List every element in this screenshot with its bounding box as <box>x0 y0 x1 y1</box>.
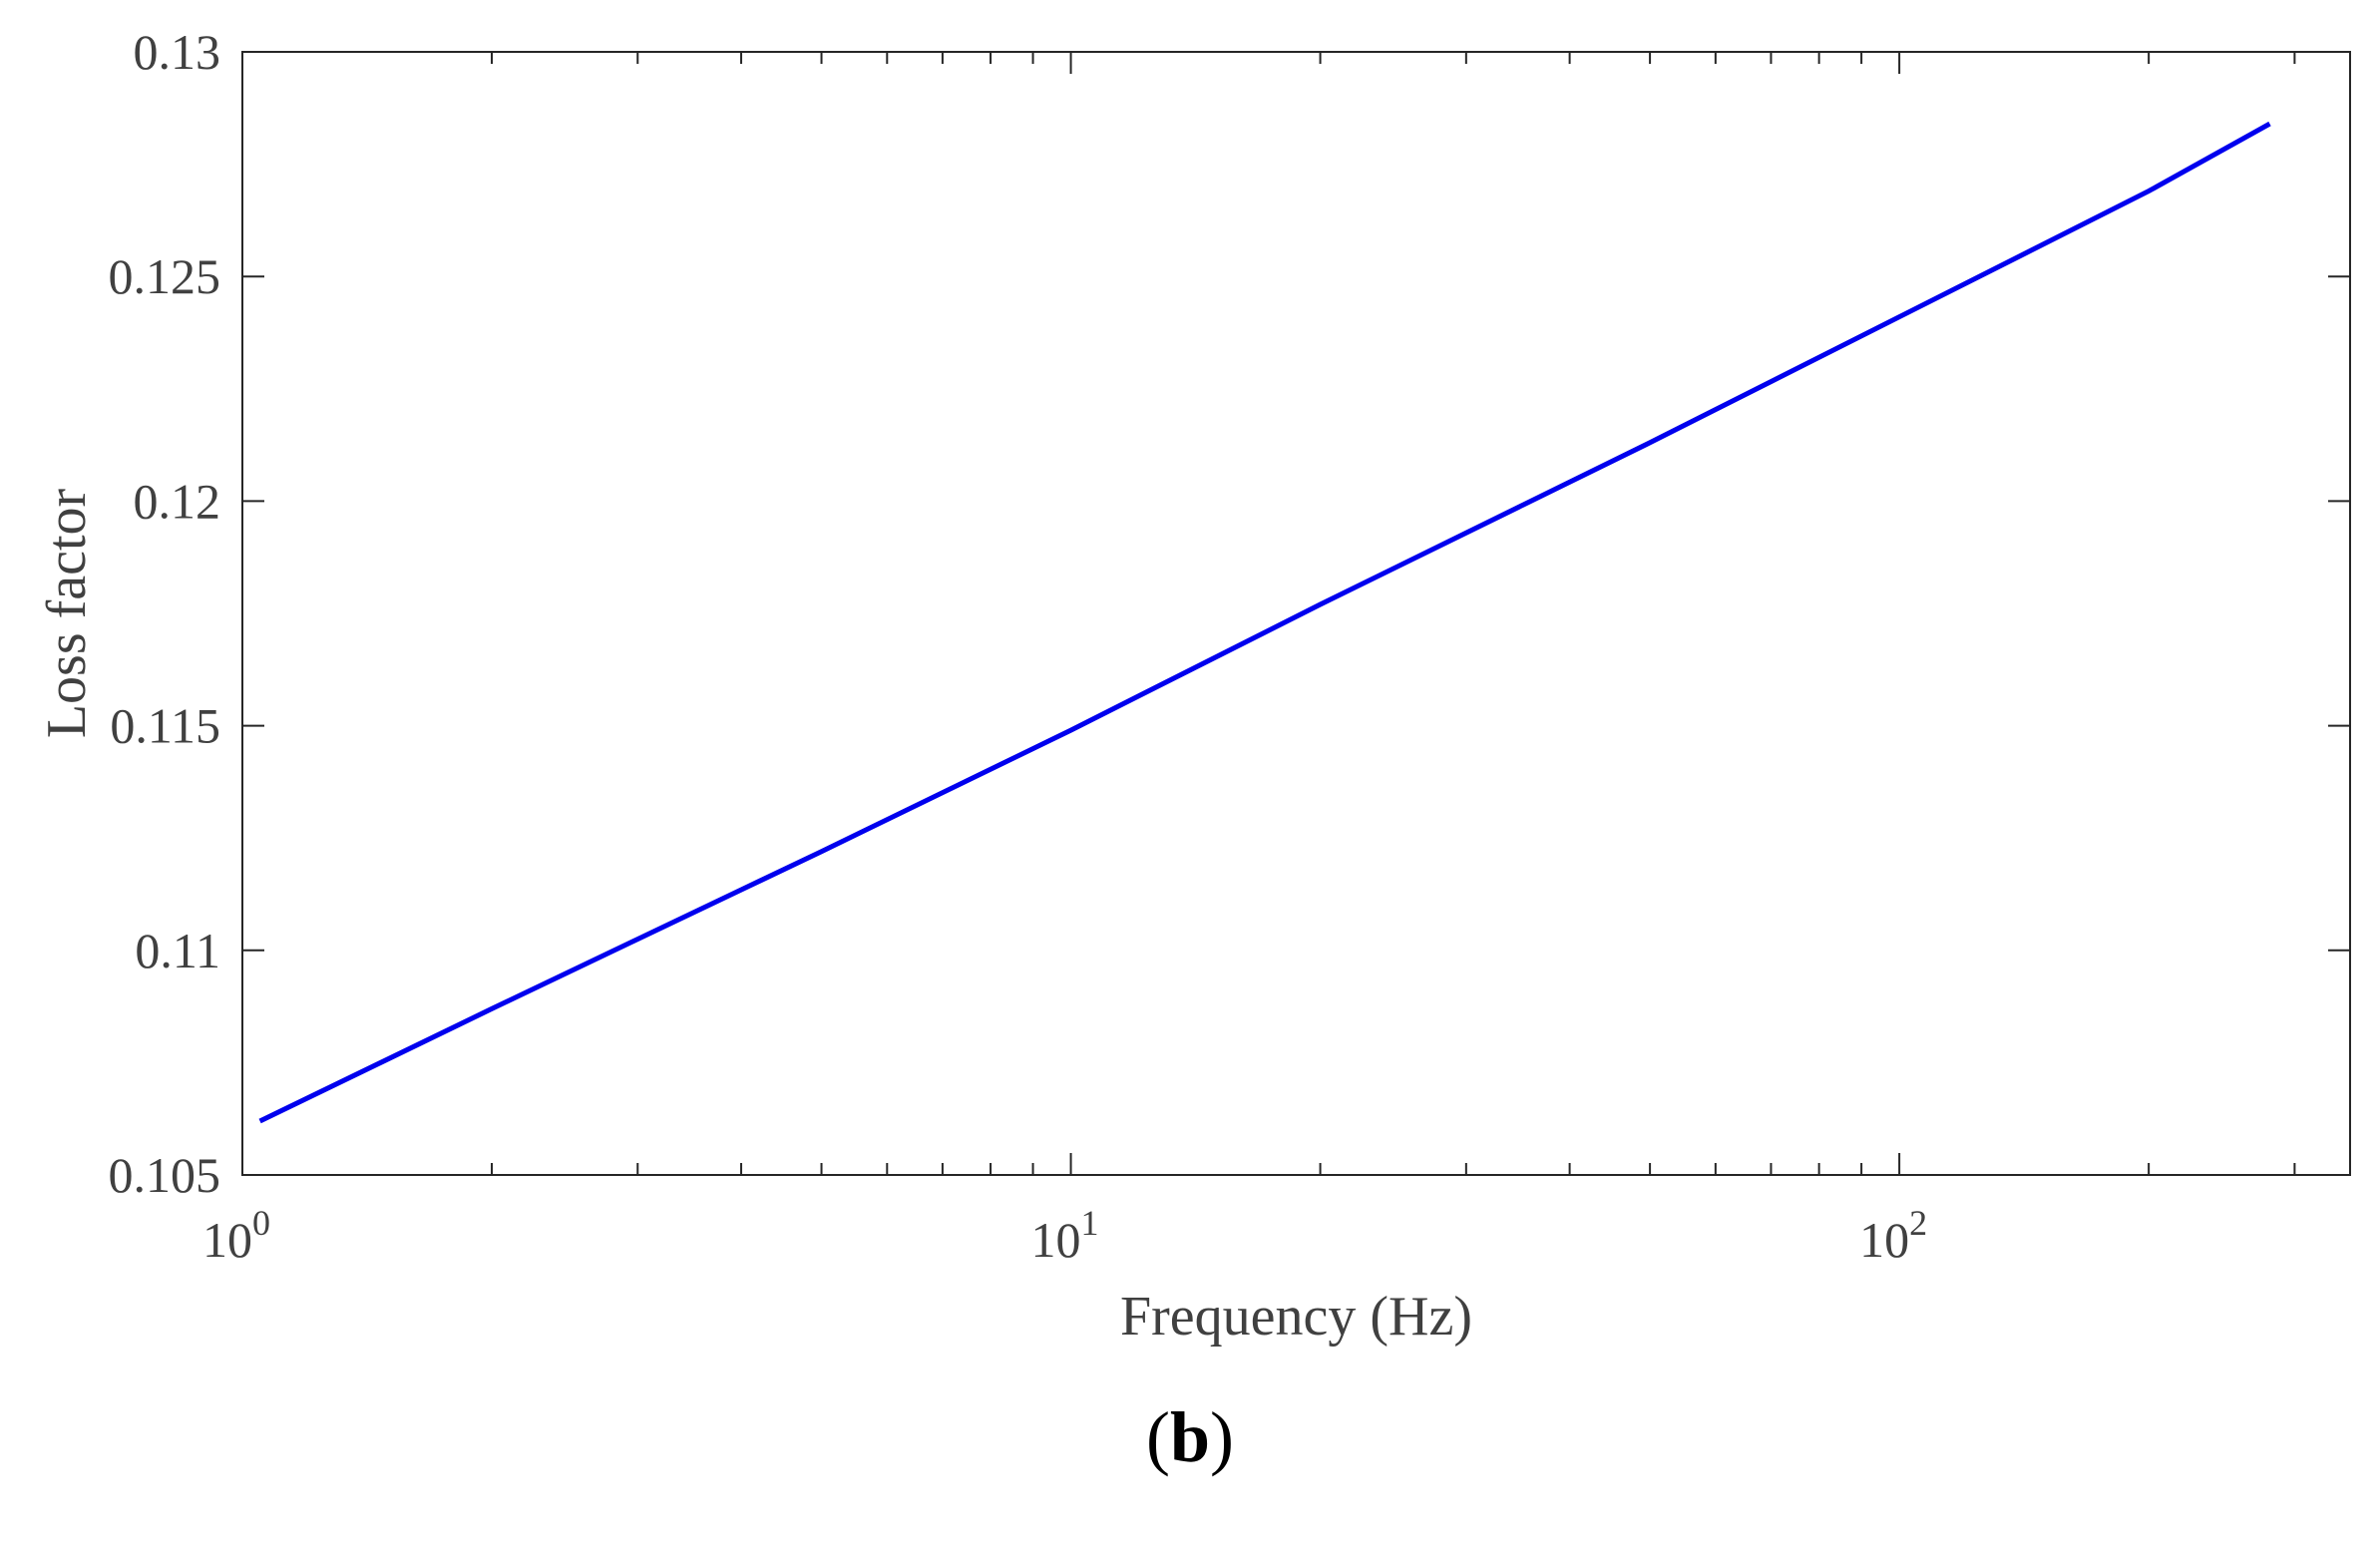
x-tick-base: 10 <box>1031 1212 1081 1268</box>
panel-open-paren: ( <box>1145 1397 1170 1477</box>
x-tick-base: 10 <box>1859 1212 1909 1268</box>
y-tick-label: 0.105 <box>109 1147 221 1203</box>
x-tick-base: 10 <box>202 1212 252 1268</box>
x-tick-exponent: 0 <box>252 1203 270 1243</box>
y-axis-label: Loss factor <box>36 488 98 738</box>
y-tick-label: 0.115 <box>110 698 220 754</box>
x-axis-ticks: 100 101 102 <box>202 52 1927 1268</box>
y-tick-label: 0.13 <box>134 24 221 80</box>
x-axis-label: Frequency (Hz) <box>1120 1286 1472 1348</box>
x-tick-label: 102 <box>1859 1203 1927 1268</box>
x-tick-label: 100 <box>202 1203 270 1268</box>
panel-label: (b) <box>0 1396 2380 1479</box>
series-line <box>258 121 2271 1124</box>
panel-letter: b <box>1169 1397 1211 1477</box>
x-tick-exponent: 2 <box>1909 1203 1927 1243</box>
minor-ticks <box>491 52 2296 1175</box>
x-tick-label: 101 <box>1031 1203 1099 1268</box>
y-tick-label: 0.12 <box>134 473 221 529</box>
plot-area <box>241 51 2351 1176</box>
y-tick-label: 0.125 <box>109 248 221 304</box>
x-tick-exponent: 1 <box>1081 1203 1099 1243</box>
y-axis-ticks: 0.105 0.11 0.115 0.12 0.125 0.13 <box>109 24 2350 1203</box>
y-tick-label: 0.11 <box>135 923 220 978</box>
panel-close-paren: ) <box>1210 1397 1234 1477</box>
